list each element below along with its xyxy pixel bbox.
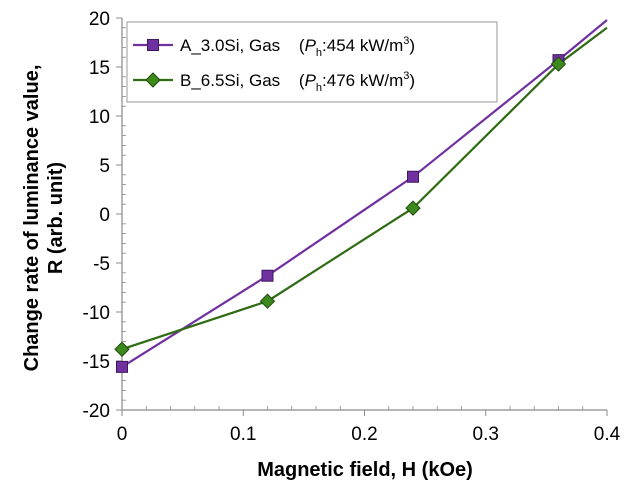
legend-param-sub-b: h	[316, 82, 322, 94]
y-axis-title-line2: R (arb. unit)	[45, 162, 67, 274]
legend-entry-a: A_3.0Si, Gas (Ph:454 kW/m3)	[133, 35, 415, 59]
legend-sup-b: 3	[403, 70, 409, 82]
legend-entry-b: B_6.5Si, Gas (Ph:476 kW/m3)	[133, 70, 415, 94]
axes: 20 15 10 5 0 -5 -10 -15 -20 0 0.1 0.2 0.3 0.4	[83, 9, 621, 445]
legend-close-b: )	[409, 71, 415, 90]
legend-open-a: (	[299, 36, 305, 55]
legend-marker-a	[147, 39, 159, 51]
legend-name-b: B_6.5Si, Gas	[180, 71, 280, 90]
series-markers	[114, 54, 567, 373]
legend-marker-b	[145, 72, 161, 88]
y-tick-label: 15	[89, 58, 110, 79]
y-tick-label: -5	[93, 254, 110, 275]
y-tick-label: -20	[83, 401, 110, 422]
series-1-point	[114, 341, 130, 357]
x-tick-label: 0.1	[230, 424, 256, 445]
legend-value-a: :454 kW/m	[322, 36, 403, 55]
x-axis-title: Magnetic field, H (kOe)	[257, 459, 473, 481]
legend-param-sub-a: h	[316, 47, 322, 59]
legend-name-a: A_3.0Si, Gas	[180, 36, 280, 55]
legend-param-b: P	[305, 71, 317, 90]
y-tick-label: 20	[89, 9, 110, 30]
y-tick-label: 10	[89, 107, 110, 128]
legend-open-b: (	[299, 71, 305, 90]
y-tick-label: 0	[99, 205, 110, 226]
series-1-point	[259, 293, 276, 309]
series-0-point	[116, 360, 128, 373]
series-0-point	[407, 170, 419, 183]
y-tick-label: 5	[99, 156, 110, 177]
legend-value-b: :476 kW/m	[322, 71, 403, 90]
series-1-point	[405, 200, 421, 216]
legend-label-a: A_3.0Si, Gas (Ph:454 kW/m3)	[180, 35, 415, 59]
y-tick-label: -15	[83, 352, 110, 373]
x-tick-label: 0.3	[473, 424, 499, 445]
legend: A_3.0Si, Gas (Ph:454 kW/m3) B_6.5Si, Gas…	[126, 21, 498, 103]
legend-sup-a: 3	[403, 35, 409, 47]
y-axis-title-line1: Change rate of luminance value,	[21, 65, 43, 372]
legend-label-b: B_6.5Si, Gas (Ph:476 kW/m3)	[180, 70, 415, 94]
y-tick-label: -10	[83, 303, 110, 324]
legend-param-a: P	[305, 36, 317, 55]
legend-close-a: )	[409, 36, 415, 55]
series-1-point	[550, 56, 567, 72]
x-tick-label: 0	[117, 424, 128, 445]
x-tick-label: 0.4	[594, 424, 621, 445]
series-0-point	[261, 269, 274, 282]
legend-frame	[126, 21, 498, 103]
x-tick-label: 0.2	[351, 424, 377, 445]
